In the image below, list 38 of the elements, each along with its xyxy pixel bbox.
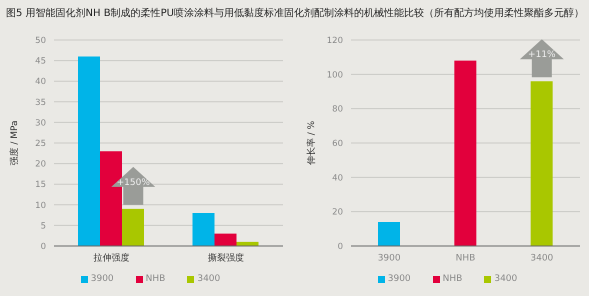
y-tick-label: 30 <box>35 118 46 128</box>
chart-title: 图5 用智能固化剂NH B制成的柔性PU喷涂涂料与用低黏度标准固化剂配制涂料的机械性能比较（所有配方均使用柔性聚酯多元醇） <box>6 8 584 19</box>
y-tick-label: 0 <box>40 242 46 252</box>
bar <box>122 208 144 246</box>
y-tick-label: 40 <box>35 77 46 88</box>
x-tick-label: 3900 <box>378 253 401 264</box>
x-tick-label: 拉伸强度 <box>93 252 130 264</box>
legend-label: 3900 <box>90 274 114 284</box>
legend-label: 3900 <box>388 274 411 284</box>
bar <box>78 56 100 246</box>
y-tick-label: 20 <box>35 160 46 170</box>
y-tick-label: 15 <box>35 180 46 190</box>
bar <box>192 213 214 246</box>
legend-label: 3400 <box>197 274 220 284</box>
legend-label: NHB <box>146 274 166 284</box>
annotation: +11% <box>528 50 556 60</box>
y-tick-label: 45 <box>35 56 46 67</box>
y-tick-label: 35 <box>35 98 46 108</box>
y-tick-label: 120 <box>326 36 343 46</box>
y-axis-title: 伸长率 / % <box>306 120 318 166</box>
y-tick-label: 50 <box>35 36 46 46</box>
y-tick-label: 0 <box>338 242 343 252</box>
y-tick-label: 10 <box>35 200 46 211</box>
y-tick-label: 20 <box>332 208 343 218</box>
annotation: +150% <box>116 178 150 188</box>
x-tick-label: NHB <box>456 253 476 264</box>
bar <box>214 234 236 246</box>
x-tick-label: 3400 <box>530 253 554 264</box>
y-axis-title: 强度 / MPa <box>9 120 20 166</box>
y-tick-label: 100 <box>326 70 343 80</box>
x-tick-label: 撕裂强度 <box>208 252 244 264</box>
y-tick-label: 40 <box>332 173 343 184</box>
y-tick-label: 5 <box>40 221 46 232</box>
legend-label: 3400 <box>494 274 518 284</box>
y-tick-label: 25 <box>35 139 46 150</box>
y-tick-label: 80 <box>332 104 343 115</box>
legend-label: NHB <box>442 274 462 284</box>
y-tick-label: 60 <box>332 139 343 150</box>
